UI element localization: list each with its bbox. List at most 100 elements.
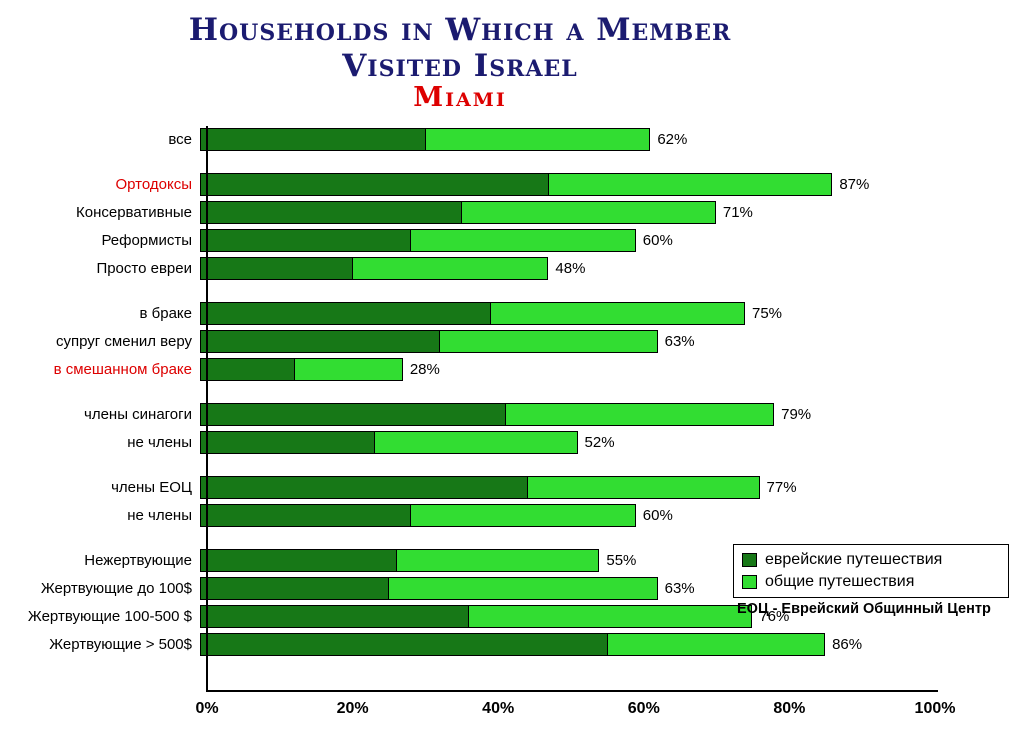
bar-track: [200, 504, 636, 527]
legend: еврейские путешествия общие путешествия: [733, 544, 1009, 598]
chart-title-line2: Visited Israel: [342, 48, 578, 84]
row-label: не члены: [127, 507, 192, 524]
bar-track: [200, 577, 658, 600]
bar-segment-general-trips: [504, 403, 775, 426]
chart-title-city: Miami: [413, 82, 507, 113]
bar-segment-jewish-trips: [200, 605, 470, 628]
bar-track: [200, 549, 600, 572]
bar-group: Нежертвующие 55% Жертвующие до 100$ 63% Жерт…: [0, 549, 1031, 656]
bar-segment-general-trips: [410, 229, 636, 252]
bar-segment-jewish-trips: [200, 549, 397, 572]
row-label: члены синагоги: [84, 406, 192, 423]
x-axis-line: [206, 690, 938, 692]
chart-title-line1: Households in Which a Member: [188, 12, 732, 48]
legend-label: общие путешествия: [765, 573, 915, 590]
bar-row: Ортодоксы 87%: [0, 173, 1031, 196]
legend-note: ЕОЦ - Еврейский Общинный Центр: [737, 601, 991, 617]
x-tick: 0%: [195, 700, 219, 717]
bar-segment-jewish-trips: [200, 431, 375, 454]
bar-segment-general-trips: [351, 257, 549, 280]
row-label: Нежертвующие: [84, 552, 192, 569]
bar-row: Нежертвующие 55%: [0, 549, 1031, 572]
bar-value-label: 63%: [664, 333, 695, 350]
bar-row: в смешанном браке 28%: [0, 358, 1031, 381]
bar-row: не члены 52%: [0, 431, 1031, 454]
bar-value-label: 87%: [839, 176, 870, 193]
legend-swatch-jewish: [742, 553, 757, 567]
bar-value-label: 48%: [555, 260, 586, 277]
bar-value-label: 86%: [832, 636, 863, 653]
bar-segment-jewish-trips: [200, 201, 463, 224]
bar-value-label: 77%: [766, 479, 797, 496]
bar-row: Жертвующие > 500$ 86%: [0, 633, 1031, 656]
bar-track: [200, 403, 775, 426]
bar-segment-jewish-trips: [200, 403, 506, 426]
row-label: Жертвующие до 100$: [40, 580, 192, 597]
row-label: Ортодоксы: [115, 176, 192, 193]
row-label: супруг сменил веру: [56, 333, 192, 350]
bar-group: члены ЕОЦ 77% не члены 60%: [0, 476, 1031, 527]
bar-segment-jewish-trips: [200, 577, 390, 600]
bar-track: [200, 605, 753, 628]
bar-value-label: 62%: [657, 131, 688, 148]
bar-segment-jewish-trips: [200, 302, 492, 325]
bar-segment-jewish-trips: [200, 633, 608, 656]
bar-value-label: 60%: [642, 232, 673, 249]
bar-segment-general-trips: [526, 476, 760, 499]
bar-segment-jewish-trips: [200, 476, 528, 499]
bar-row: в браке 75%: [0, 302, 1031, 325]
bar-track: [200, 358, 403, 381]
legend-item: еврейские путешествия: [742, 549, 1000, 571]
bar-value-label: 79%: [781, 406, 812, 423]
chart-title: Households in Which a Member Visited Isr…: [55, 12, 865, 112]
bar-row: Консервативные 71%: [0, 201, 1031, 224]
bar-segment-general-trips: [490, 302, 745, 325]
bar-segment-general-trips: [468, 605, 753, 628]
bar-segment-jewish-trips: [200, 330, 441, 353]
bar-group: все 62%: [0, 128, 1031, 151]
bar-segment-general-trips: [461, 201, 716, 224]
bar-value-label: 55%: [606, 552, 637, 569]
row-label: Жертвующие > 500$: [49, 636, 192, 653]
bar-group: в браке 75% супруг сменил веру 63% в смешанн…: [0, 302, 1031, 381]
bar-segment-jewish-trips: [200, 229, 412, 252]
bar-track: [200, 633, 826, 656]
bar-segment-general-trips: [395, 549, 600, 572]
row-label: все: [168, 131, 192, 148]
bar-segment-general-trips: [548, 173, 833, 196]
bar-segment-general-trips: [410, 504, 636, 527]
bar-segment-general-trips: [606, 633, 826, 656]
bar-segment-general-trips: [424, 128, 651, 151]
x-axis-ticks: 0% 20% 40% 60% 80% 100%: [0, 700, 1031, 724]
bar-value-label: 52%: [584, 434, 615, 451]
bar-track: [200, 476, 760, 499]
row-label: в браке: [139, 305, 193, 322]
x-tick: 20%: [336, 700, 369, 717]
bar-group: Ортодоксы 87% Консервативные 71% Реформисты 6…: [0, 173, 1031, 280]
bar-rows: все 62% Ортодоксы 87% Консервативные 71% Рефор…: [0, 128, 1031, 678]
legend-label: еврейские путешествия: [765, 551, 943, 568]
bar-value-label: 63%: [664, 580, 695, 597]
bar-segment-general-trips: [439, 330, 658, 353]
bar-segment-jewish-trips: [200, 128, 426, 151]
bar-row: супруг сменил веру 63%: [0, 330, 1031, 353]
bar-track: [200, 201, 716, 224]
bar-track: [200, 302, 745, 325]
bar-group: члены синагоги 79% не члены 52%: [0, 403, 1031, 454]
bar-track: [200, 128, 651, 151]
x-tick: 80%: [773, 700, 806, 717]
bar-segment-general-trips: [373, 431, 578, 454]
bar-segment-jewish-trips: [200, 257, 353, 280]
row-label: Жертвующие 100-500 $: [27, 608, 192, 625]
y-axis-line: [206, 126, 208, 692]
bar-row: члены ЕОЦ 77%: [0, 476, 1031, 499]
x-tick: 60%: [627, 700, 660, 717]
row-label: Просто евреи: [96, 260, 192, 277]
bar-track: [200, 173, 833, 196]
legend-swatch-general: [742, 575, 757, 589]
bar-value-label: 60%: [642, 507, 673, 524]
row-label: Реформисты: [101, 232, 192, 249]
bar-value-label: 76%: [759, 608, 790, 625]
bar-track: [200, 330, 658, 353]
